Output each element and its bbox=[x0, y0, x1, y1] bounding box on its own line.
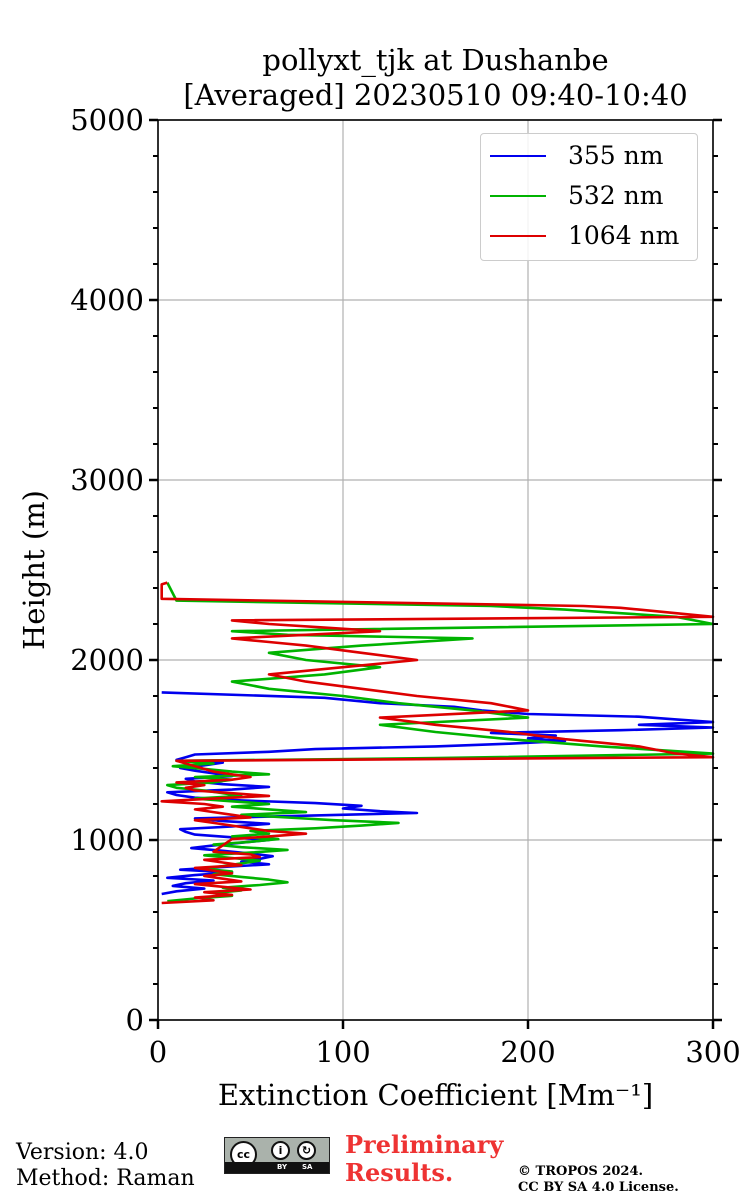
by-icon: i bbox=[271, 1141, 290, 1160]
legend-swatch-1064 bbox=[490, 235, 546, 237]
x-tick-label-2: 200 bbox=[500, 1035, 555, 1069]
legend-swatch-532 bbox=[490, 195, 546, 197]
sa-icon: ↻ bbox=[297, 1141, 316, 1160]
copyright-text: © TROPOS 2024. CC BY SA 4.0 License. bbox=[518, 1164, 679, 1196]
legend-label-1064: 1064 nm bbox=[568, 221, 680, 250]
legend-label-532: 532 nm bbox=[568, 181, 664, 210]
legend-label-355: 355 nm bbox=[568, 141, 664, 170]
y-tick-label-2: 2000 bbox=[70, 643, 144, 677]
chart-title-line-1: pollyxt_tjk at Dushanbe bbox=[262, 43, 609, 77]
method-text: Method: Raman bbox=[16, 1166, 195, 1191]
legend-item-532: 532 nm bbox=[490, 181, 663, 211]
x-tick-label-1: 100 bbox=[315, 1035, 370, 1069]
y-tick-label-0: 0 bbox=[126, 1003, 144, 1037]
chart-plot-area: 0 1000 2000 3000 4000 5000 0 100 200 300 Extinctio… bbox=[17, 103, 741, 1112]
y-tick-label-4: 4000 bbox=[70, 283, 144, 317]
x-tick-label-3: 300 bbox=[685, 1035, 740, 1069]
x-tick-label-0: 0 bbox=[149, 1035, 167, 1069]
badge-bar bbox=[225, 1162, 329, 1173]
cc-license-badge: cc i ↻ BY SA bbox=[224, 1137, 330, 1174]
by-text: BY bbox=[277, 1163, 288, 1171]
sa-text: SA bbox=[302, 1163, 313, 1171]
chart-legend: 355 nm 532 nm 1064 nm bbox=[480, 133, 698, 261]
chart-title-line-2: [Averaged] 20230510 09:40-10:40 bbox=[183, 78, 688, 112]
series-line-1064-nm bbox=[160, 581, 715, 905]
y-axis-label: Height (m) bbox=[17, 490, 51, 650]
legend-swatch-355 bbox=[490, 155, 546, 157]
y-tick-label-3: 3000 bbox=[70, 463, 144, 497]
extinction-chart: pollyxt_tjk at Dushanbe [Averaged] 20230… bbox=[17, 43, 741, 1112]
preliminary-line-2: Results. bbox=[345, 1158, 454, 1187]
preliminary-results-text: Preliminary Results. bbox=[345, 1131, 503, 1187]
copyright-line-1: © TROPOS 2024. bbox=[518, 1164, 644, 1179]
version-text: Version: 4.0 bbox=[16, 1140, 149, 1165]
plot-frame bbox=[157, 119, 714, 1021]
footer-info: Version: 4.0 Method: Raman bbox=[16, 1140, 195, 1192]
y-tick-label-1: 1000 bbox=[70, 823, 144, 857]
copyright-line-2: CC BY SA 4.0 License. bbox=[518, 1180, 679, 1195]
legend-item-355: 355 nm bbox=[490, 141, 663, 171]
legend-item-1064: 1064 nm bbox=[490, 221, 679, 251]
preliminary-line-1: Preliminary bbox=[345, 1130, 504, 1159]
y-tick-label-5: 5000 bbox=[70, 103, 144, 137]
x-axis-label: Extinction Coefficient [Mm⁻¹] bbox=[218, 1078, 653, 1112]
